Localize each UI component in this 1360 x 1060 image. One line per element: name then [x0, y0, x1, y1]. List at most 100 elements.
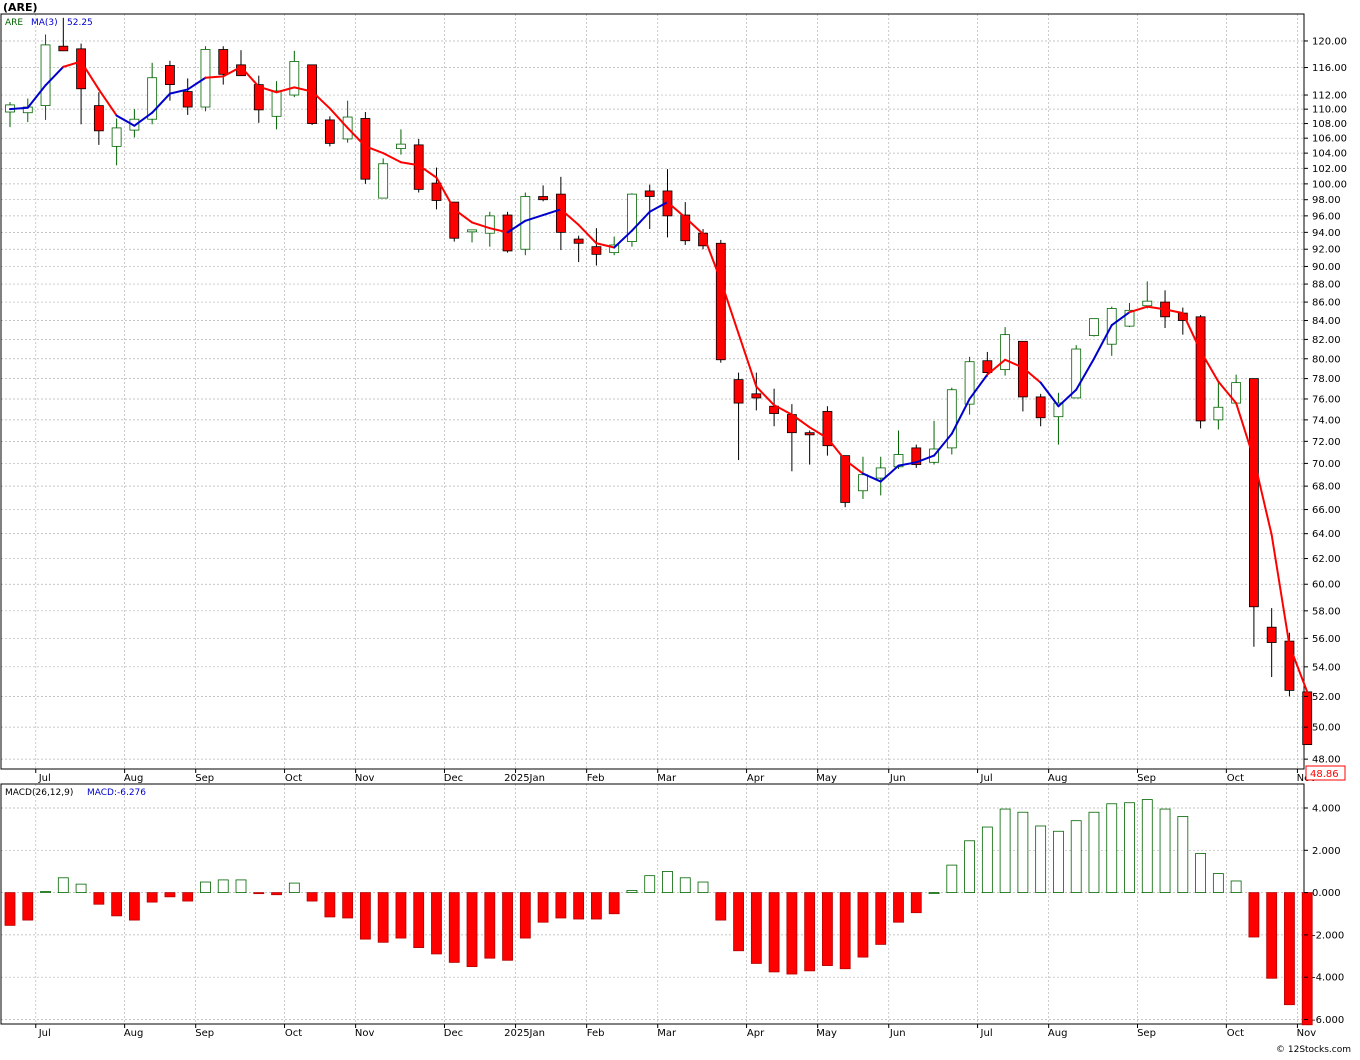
macd-bar — [1017, 811, 1029, 893]
ma-segment — [1039, 381, 1060, 408]
macd-bar — [288, 882, 300, 894]
moving-average-line — [9, 60, 1309, 693]
price-tick-label: 116.00 — [1312, 63, 1347, 74]
price-tick-label: 106.00 — [1312, 134, 1347, 145]
ma-segment — [719, 279, 740, 335]
ma-segment — [62, 60, 83, 68]
month-label: Sep — [1137, 773, 1156, 784]
candle-body — [822, 411, 833, 447]
month-label: Oct — [1227, 773, 1244, 784]
candle-body — [1195, 316, 1206, 422]
macd-bar — [57, 877, 69, 893]
ma-segment — [26, 84, 47, 109]
macd-bar — [395, 892, 407, 939]
macd-bar — [235, 879, 247, 893]
macd-bar — [715, 892, 727, 921]
candle-body — [413, 144, 424, 190]
macd-bar — [1248, 892, 1260, 938]
candle-body — [1213, 406, 1224, 421]
price-tick-label: 78.00 — [1312, 374, 1341, 385]
month-label: Sep — [195, 773, 214, 784]
macd-legend-label: MACD(26,12,9) — [5, 788, 73, 798]
candle-body — [1284, 640, 1295, 691]
ma-segment — [666, 201, 687, 219]
ma-segment — [275, 86, 296, 94]
ma-segment — [1021, 366, 1042, 384]
ma-segment — [648, 201, 669, 213]
macd-bar — [964, 840, 975, 893]
price-grid — [1, 14, 1304, 769]
price-tick-label: 60.00 — [1312, 580, 1341, 591]
month-label: 2025Jan — [504, 773, 545, 784]
macd-bar — [822, 892, 833, 966]
macd-bar — [679, 877, 691, 893]
ma-segment — [861, 472, 882, 483]
ma-segment — [204, 75, 225, 79]
macd-bar — [519, 892, 531, 939]
macd-bar — [875, 892, 887, 945]
macd-bar — [768, 892, 780, 973]
price-tick-label: 92.00 — [1312, 245, 1341, 256]
price-tick-label: 52.00 — [1312, 692, 1341, 703]
ma-segment — [97, 88, 118, 117]
ma-segment — [1199, 349, 1220, 383]
ma-segment — [1164, 308, 1184, 315]
macd-bar — [608, 892, 620, 915]
month-label: 2025Jan — [504, 1028, 545, 1039]
candle-body — [1089, 318, 1099, 336]
macd-bar — [733, 892, 744, 952]
ma-segment — [684, 216, 705, 236]
candle-body — [378, 163, 389, 199]
ma-segment — [1146, 305, 1167, 311]
candle-body — [1124, 309, 1135, 327]
legend-symbol: ARE — [5, 18, 23, 28]
ma-segment — [1217, 380, 1238, 405]
ma-segment — [826, 437, 847, 462]
price-tick-label: 104.00 — [1312, 149, 1347, 160]
macd-bar — [1212, 873, 1224, 894]
candle-body — [911, 447, 922, 465]
macd-bar — [697, 881, 709, 894]
ma-segment — [399, 161, 420, 167]
ma-segment — [915, 454, 936, 464]
month-label: Apr — [747, 1028, 765, 1039]
ma-segment — [417, 164, 438, 179]
candle-body — [111, 127, 122, 147]
candle-body — [1071, 348, 1082, 399]
candle-body — [253, 84, 264, 111]
copyright-label: © 12Stocks.com — [1276, 1045, 1351, 1055]
candle-body — [40, 44, 51, 107]
macd-bar — [466, 892, 478, 968]
price-tick-label: 76.00 — [1312, 394, 1341, 405]
candle-body — [733, 379, 744, 404]
candle-body — [1017, 340, 1028, 398]
macd-bar — [342, 892, 354, 919]
ma-segment — [702, 233, 722, 282]
month-label: Aug — [1048, 1028, 1068, 1039]
macd-bar — [1106, 803, 1118, 894]
ma-segment — [1181, 312, 1202, 352]
month-label: Feb — [587, 1028, 605, 1039]
ma-segment — [133, 111, 154, 127]
macd-bar — [40, 891, 51, 893]
macd-bar — [4, 892, 16, 926]
ma-segment — [311, 90, 331, 110]
candle-body — [1266, 626, 1277, 643]
macd-bar — [893, 892, 904, 923]
macd-bar — [1230, 880, 1242, 894]
macd-tick-label: -6.000 — [1312, 1015, 1344, 1026]
macd-bar — [662, 871, 673, 894]
month-label: Nov — [355, 1028, 375, 1039]
month-label: Apr — [747, 773, 765, 784]
month-label: Feb — [587, 773, 605, 784]
candle-body — [751, 393, 762, 399]
candle-body — [360, 118, 371, 180]
last-price-box — [1305, 765, 1346, 781]
month-label: Jun — [889, 1028, 906, 1039]
ma-segment — [879, 464, 900, 483]
price-tick-label: 64.00 — [1312, 529, 1341, 540]
month-label: Aug — [1048, 773, 1068, 784]
ma-segment — [222, 65, 243, 78]
macd-bar — [1195, 853, 1206, 893]
macd-bar — [750, 892, 762, 964]
